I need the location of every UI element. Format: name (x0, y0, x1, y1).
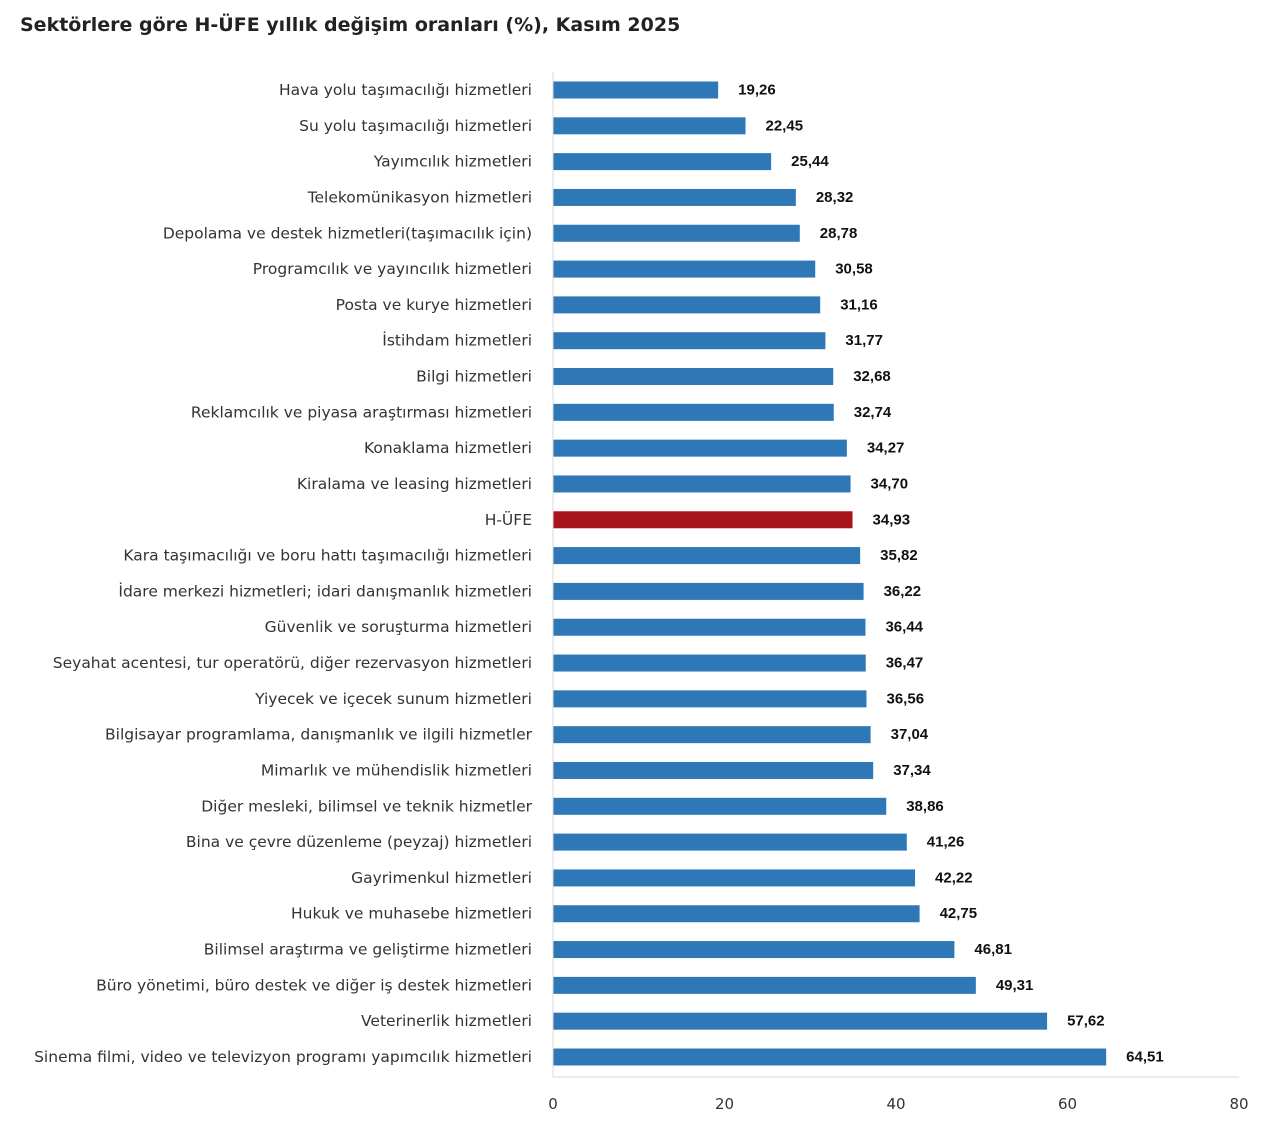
data-label: 31,16 (840, 296, 878, 313)
category-label: Kara taşımacılığı ve boru hattı taşımacı… (123, 547, 532, 565)
x-tick-label: 60 (1058, 1095, 1077, 1113)
category-label: Depolama ve destek hizmetleri(taşımacılı… (163, 224, 532, 242)
data-label: 57,62 (1067, 1013, 1105, 1030)
bar (553, 1012, 1048, 1030)
data-label: 41,26 (927, 834, 965, 851)
bar (553, 833, 907, 851)
data-label: 25,44 (791, 153, 829, 170)
data-label: 64,51 (1126, 1049, 1164, 1066)
category-label: Güvenlik ve soruşturma hizmetleri (265, 618, 532, 636)
data-label: 30,58 (835, 261, 873, 278)
data-label: 34,93 (873, 511, 911, 528)
category-label: Bilimsel araştırma ve geliştirme hizmetl… (204, 941, 532, 959)
category-label: İstihdam hizmetleri (382, 331, 532, 350)
bar (553, 547, 861, 565)
bar-h-ufe (553, 511, 853, 529)
x-tick-label: 40 (886, 1095, 905, 1113)
data-label: 35,82 (880, 547, 918, 564)
data-label: 46,81 (974, 941, 1012, 958)
data-label: 36,22 (884, 583, 922, 600)
category-label: Kiralama ve leasing hizmetleri (297, 475, 532, 493)
bar (553, 153, 772, 171)
category-label: Diğer mesleki, bilimsel ve teknik hizmet… (201, 797, 532, 815)
category-label: Mimarlık ve mühendislik hizmetleri (261, 761, 532, 779)
bar (553, 81, 719, 99)
category-label: Sinema filmi, video ve televizyon progra… (34, 1048, 532, 1066)
data-label: 36,44 (885, 619, 923, 636)
data-label: 32,74 (854, 404, 892, 421)
data-label: 32,68 (853, 368, 891, 385)
category-label: Seyahat acentesi, tur operatörü, diğer r… (53, 654, 532, 672)
bar (553, 117, 746, 135)
bar (553, 403, 834, 421)
data-label: 42,75 (940, 905, 978, 922)
data-label: 42,22 (935, 869, 973, 886)
data-label: 37,04 (891, 726, 929, 743)
bar (553, 976, 976, 994)
data-label: 38,86 (906, 798, 944, 815)
bar (553, 296, 821, 314)
category-label: Veterinerlik hizmetleri (361, 1012, 532, 1030)
bar (553, 332, 826, 350)
category-label: Su yolu taşımacılığı hizmetleri (299, 117, 532, 135)
bar (553, 690, 867, 708)
category-label: Yayımcılık hizmetleri (373, 153, 532, 171)
bar (553, 941, 955, 959)
bar (553, 797, 887, 815)
x-tick-label: 20 (715, 1095, 734, 1113)
category-label: Posta ve kurye hizmetleri (336, 296, 532, 314)
category-label: Telekomünikasyon hizmetleri (307, 188, 532, 206)
x-axis: 0 20 40 60 80 (548, 72, 1249, 1113)
bar (553, 475, 851, 493)
category-label: Hukuk ve muhasebe hizmetleri (291, 905, 532, 923)
category-label: Hava yolu taşımacılığı hizmetleri (279, 81, 532, 99)
bar (553, 582, 864, 600)
bar (553, 905, 920, 923)
data-label: 22,45 (766, 117, 804, 134)
category-label: Bilgisayar programlama, danışmanlık ve i… (105, 726, 533, 744)
labels-layer: Hava yolu taşımacılığı hizmetleri 19,26 Su… (34, 81, 1164, 1066)
category-label: H-ÜFE (485, 510, 532, 529)
category-label: Konaklama hizmetleri (364, 439, 532, 457)
data-label: 34,70 (871, 475, 909, 492)
bar (553, 260, 816, 278)
bar (553, 654, 866, 672)
category-label: İdare merkezi hizmetleri; idari danışman… (118, 581, 532, 600)
bars-layer (553, 81, 1107, 1066)
bar (553, 224, 800, 242)
category-label: Reklamcılık ve piyasa araştırması hizmet… (191, 403, 532, 421)
data-label: 36,56 (887, 690, 925, 707)
data-label: 36,47 (886, 655, 924, 672)
data-label: 37,34 (893, 762, 931, 779)
x-tick-label: 0 (548, 1095, 558, 1113)
category-label: Yiyecek ve içecek sunum hizmetleri (254, 690, 532, 708)
bar (553, 1048, 1107, 1066)
data-label: 28,32 (816, 189, 854, 206)
bar (553, 761, 874, 779)
data-label: 19,26 (738, 82, 776, 99)
data-label: 28,78 (820, 225, 858, 242)
chart-title: Sektörlere göre H-ÜFE yıllık değişim ora… (20, 14, 681, 36)
data-label: 49,31 (996, 977, 1034, 994)
x-tick-label: 80 (1229, 1095, 1248, 1113)
bar (553, 618, 866, 636)
bar (553, 726, 871, 744)
category-label: Büro yönetimi, büro destek ve diğer iş d… (96, 976, 532, 994)
category-label: Gayrimenkul hizmetleri (351, 869, 532, 887)
category-label: Bina ve çevre düzenleme (peyzaj) hizmetl… (186, 833, 532, 851)
bar (553, 188, 796, 206)
data-label: 31,77 (845, 332, 883, 349)
category-label: Bilgi hizmetleri (416, 368, 532, 386)
category-label: Programcılık ve yayıncılık hizmetleri (253, 260, 532, 278)
data-label: 34,27 (867, 440, 905, 457)
bar (553, 439, 847, 457)
bar (553, 869, 916, 887)
bar (553, 368, 834, 386)
